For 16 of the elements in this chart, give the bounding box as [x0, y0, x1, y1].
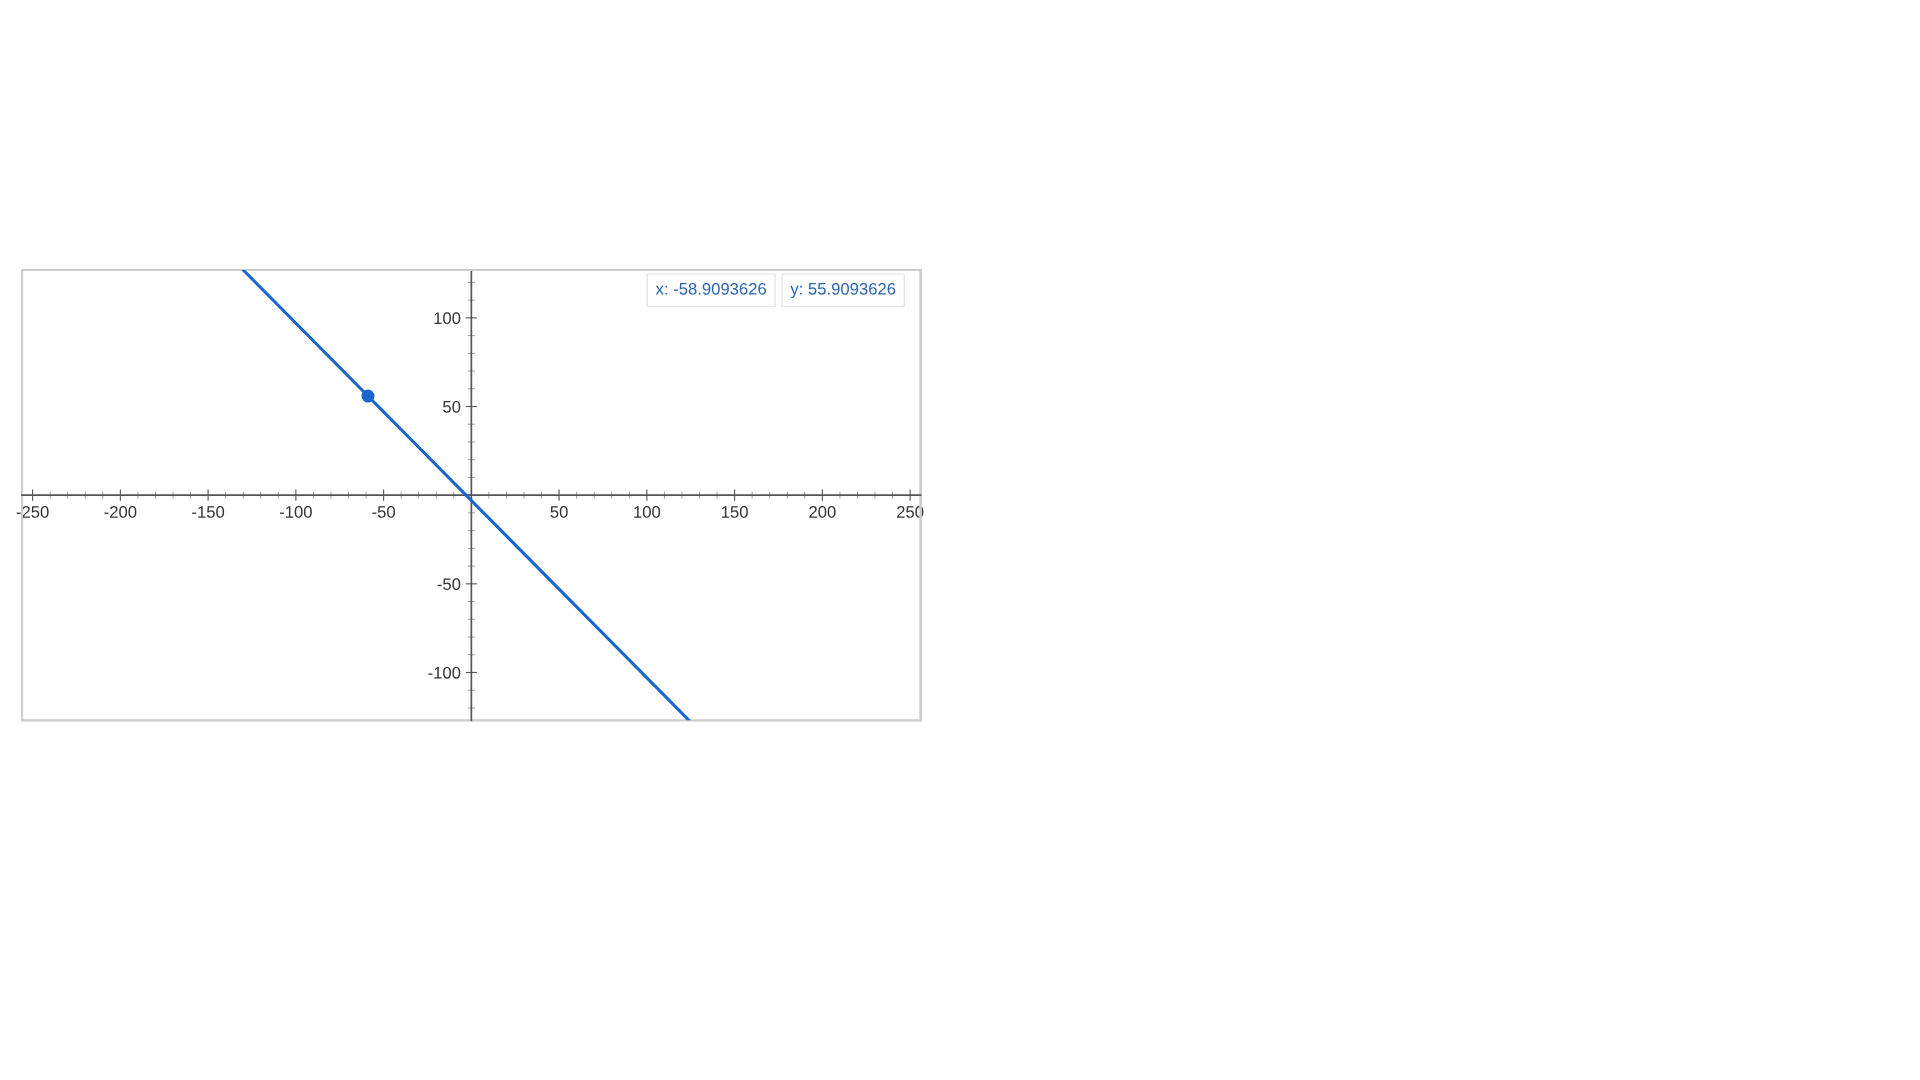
x-tick-label: 150 — [721, 506, 748, 518]
y-tick-label: 100 — [434, 312, 461, 325]
x-tick-label: 100 — [634, 506, 661, 518]
x-tick-label: 200 — [809, 506, 836, 518]
annotation: x: -58.9093626 — [655, 282, 767, 295]
x-tick-label: -50 — [372, 506, 395, 518]
y-tick-label: -100 — [428, 666, 461, 679]
x-tick-label: -100 — [279, 506, 312, 518]
annotation: y: 55.9093626 — [790, 282, 896, 299]
y-tick-label: 50 — [443, 400, 461, 413]
x-tick-label: 250 — [897, 506, 924, 518]
x-tick-label: -200 — [104, 506, 137, 518]
y-tick-label: -50 — [437, 578, 461, 591]
x-tick-label: -150 — [192, 506, 225, 518]
x-tick-label: 50 — [550, 506, 568, 518]
x-tick-label: -250 — [16, 506, 49, 518]
